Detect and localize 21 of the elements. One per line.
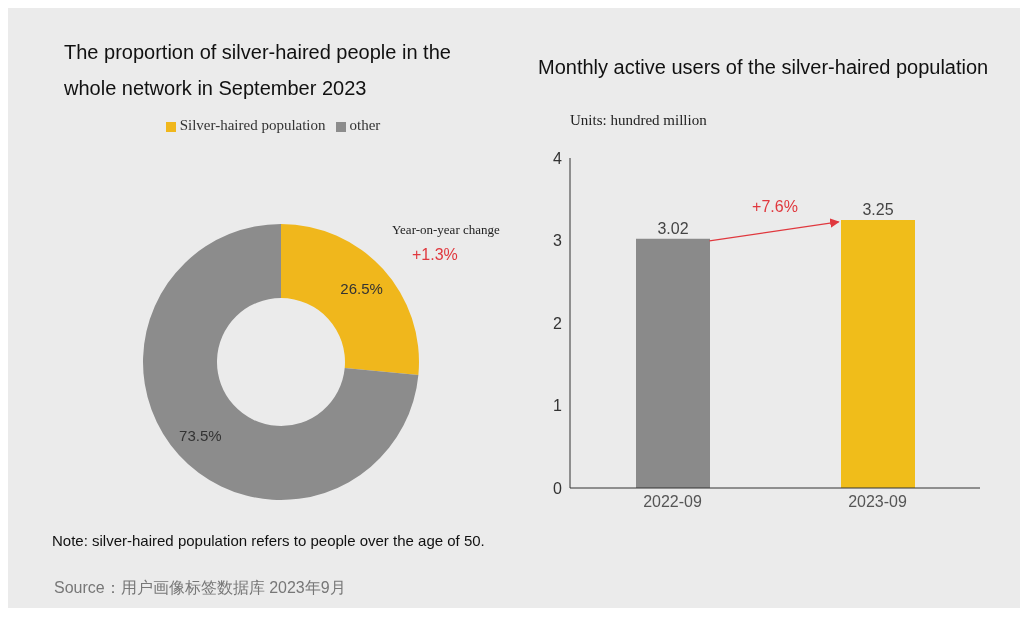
y-axis-title: Units: hundred million [570,112,707,129]
data-label: 3.25 [862,200,894,218]
y-tick-label: 4 [553,149,563,167]
text: Year-on-year change [392,222,500,238]
legend-label: Silver-haired population [179,117,326,133]
x-tick-label: 2023-09 [848,493,907,511]
annotation: +7.6% [752,197,798,215]
y-tick-label: 3 [553,232,563,250]
chart-title: Monthly active users of the silver-haired population [538,56,990,79]
data-label: 26.5% [340,280,383,298]
data-label: 3.02 [657,219,689,237]
x-tick-label: 2022-09 [643,493,702,511]
y-tick-label: 1 [553,397,563,415]
y-tick-label: 0 [553,479,563,497]
data-label: 73.5% [179,426,222,444]
legend-label: other [349,117,381,133]
text: +1.3% [412,246,458,264]
text: Note: silver-haired population refers to people over the age of 50. [52,532,485,549]
chart-title: The proportion of silver-haired people in the whole network in September 2023 [64,40,452,101]
source-note: Source：用户画像标签数据库 2023年9月 [54,578,346,598]
y-tick-label: 2 [553,314,563,332]
